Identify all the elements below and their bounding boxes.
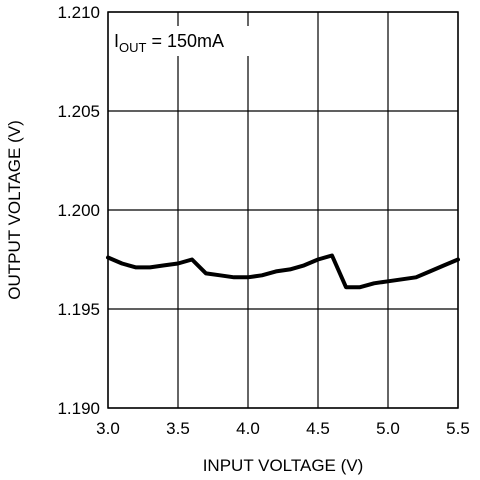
- x-tick-label-2: 4.0: [236, 419, 260, 438]
- x-tick-label-5: 5.5: [446, 419, 470, 438]
- y-axis-label: OUTPUT VOLTAGE (V): [5, 120, 24, 299]
- y-tick-label-0: 1.190: [57, 399, 100, 418]
- grid-lines: [107, 11, 459, 409]
- iout-annotation: IOUT = 150mA: [114, 31, 224, 55]
- y-tick-labels: 1.190 1.195 1.200 1.205 1.210: [57, 3, 100, 418]
- x-tick-label-1: 3.5: [166, 419, 190, 438]
- x-tick-label-4: 5.0: [376, 419, 400, 438]
- y-tick-label-2: 1.200: [57, 201, 100, 220]
- annotation-rest: = 150mA: [146, 31, 224, 51]
- series-line: [106, 253, 460, 290]
- x-axis-label: INPUT VOLTAGE (V): [203, 456, 364, 475]
- x-tick-label-3: 4.5: [306, 419, 330, 438]
- x-tick-label-0: 3.0: [96, 419, 120, 438]
- annotation-background: [111, 26, 249, 56]
- x-tick-labels: 3.0 3.5 4.0 4.5 5.0 5.5: [96, 419, 470, 438]
- y-tick-label-4: 1.210: [57, 3, 100, 22]
- y-tick-label-3: 1.205: [57, 102, 100, 121]
- y-tick-label-1: 1.195: [57, 300, 100, 319]
- plot-frame: [107, 11, 459, 409]
- annotation-main: I: [114, 31, 119, 51]
- annotation-subscript: OUT: [119, 40, 147, 55]
